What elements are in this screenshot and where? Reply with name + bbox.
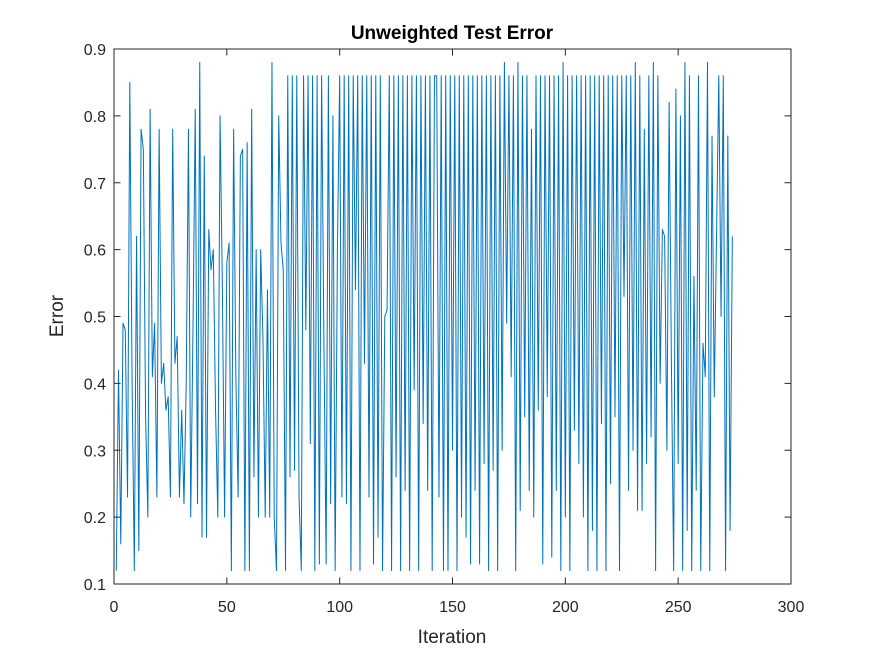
- y-tick-label: 0.1: [84, 577, 106, 594]
- y-tick-label: 0.2: [84, 510, 106, 527]
- x-axis-label: Iteration: [418, 627, 487, 648]
- x-tick-label: 200: [552, 599, 579, 616]
- x-tick-label: 0: [110, 599, 119, 616]
- y-tick-label: 0.5: [84, 310, 106, 327]
- x-tick-label: 250: [665, 599, 692, 616]
- y-tick-label: 0.4: [84, 376, 106, 393]
- y-tick-labels: 0.1 0.2 0.3 0.4 0.5 0.6 0.7 0.8 0.9: [84, 42, 106, 594]
- series-line-0: [115, 61, 733, 572]
- y-tick-label: 0.6: [84, 243, 106, 260]
- y-tick-label: 0.8: [84, 109, 106, 126]
- chart-title: Unweighted Test Error: [351, 23, 554, 44]
- ticks-layer: [113, 48, 792, 585]
- y-axis-label: Error: [47, 294, 68, 337]
- x-tick-label: 50: [218, 599, 236, 616]
- y-tick-label: 0.7: [84, 176, 106, 193]
- x-tick-label: 300: [778, 599, 805, 616]
- x-tick-label: 150: [439, 599, 466, 616]
- x-tick-label: 100: [326, 599, 353, 616]
- x-tick-labels: 0 50 100 150 200 250 300: [110, 599, 805, 616]
- y-tick-label: 0.9: [84, 42, 106, 59]
- series-layer: [115, 61, 733, 572]
- y-tick-label: 0.3: [84, 443, 106, 460]
